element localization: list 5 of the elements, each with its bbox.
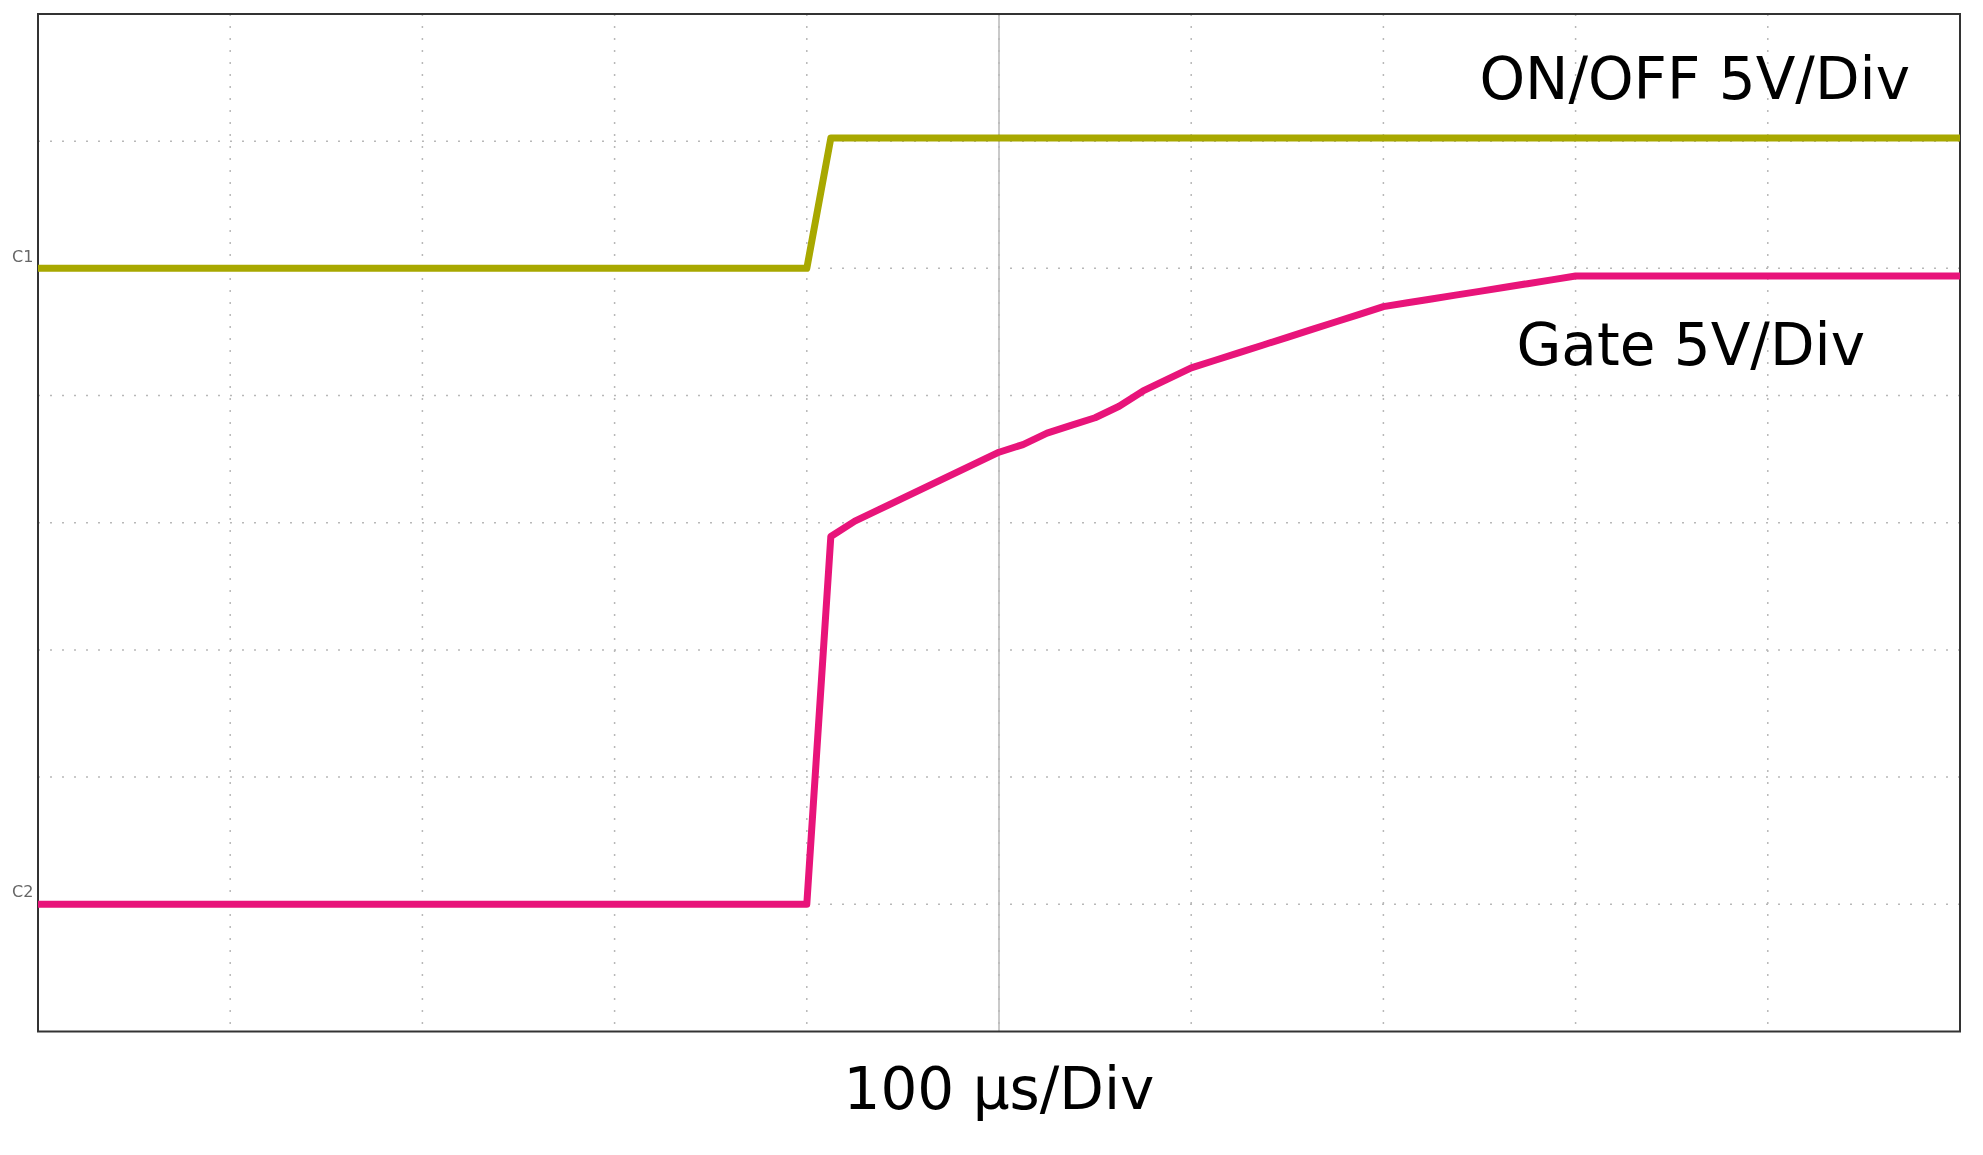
text: C1 [12, 246, 34, 266]
series-label: ON/OFF 5V/Div [1479, 45, 1910, 114]
x-axis-title: 100 µs/Div [843, 1055, 1155, 1124]
series-label: Gate 5V/Div [1516, 311, 1865, 380]
text: C2 [12, 882, 34, 902]
